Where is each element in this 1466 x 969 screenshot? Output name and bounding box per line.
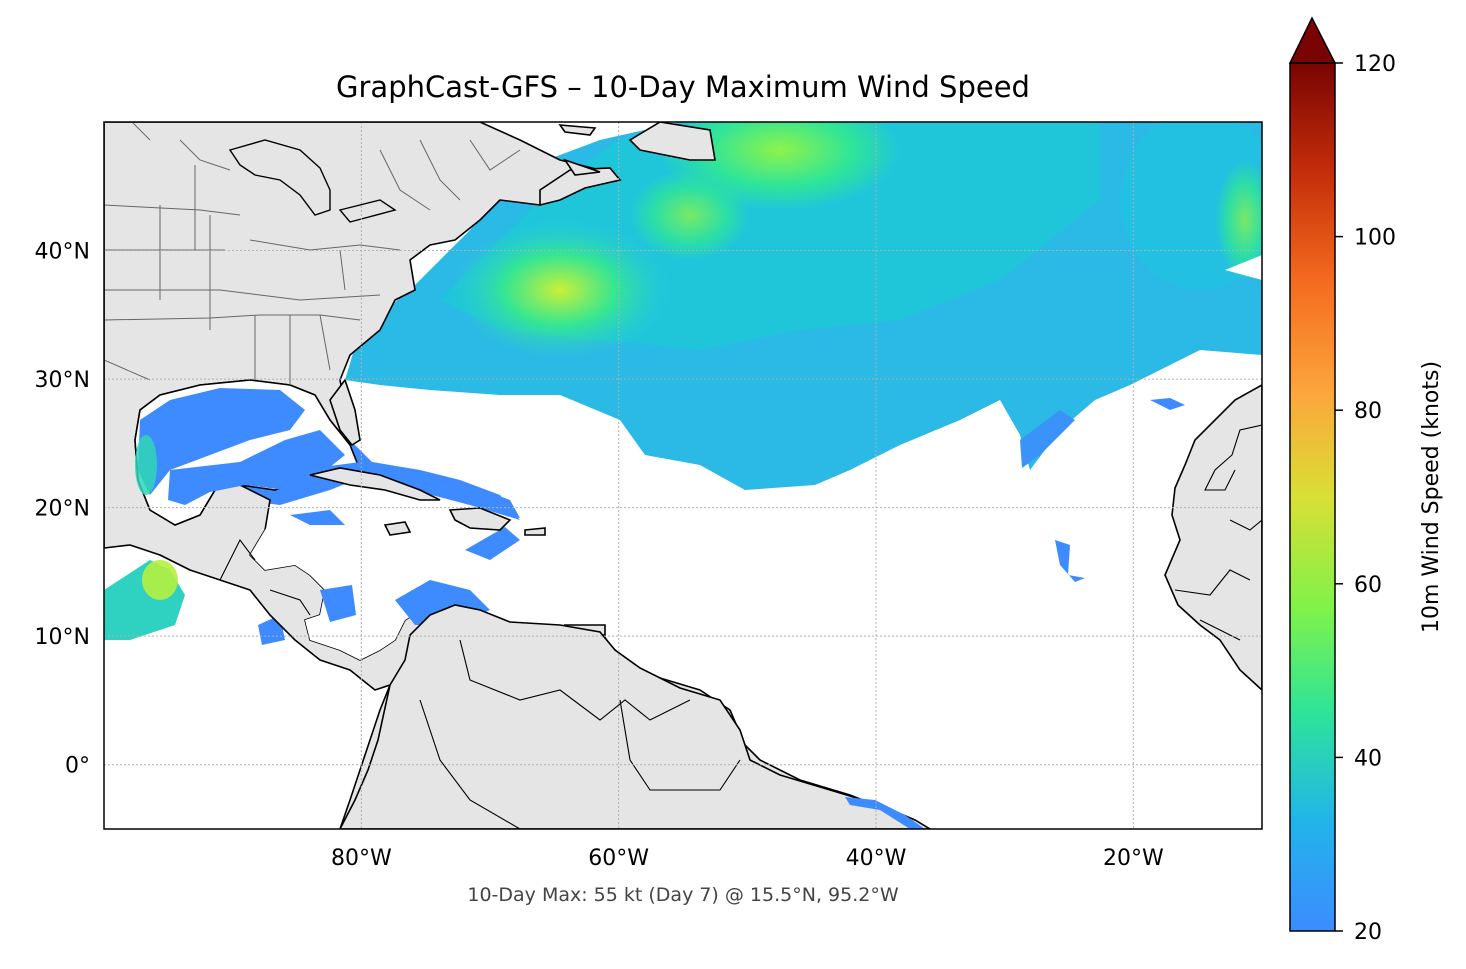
- latitude-ticks: 40°N 30°N 20°N 10°N 0°: [35, 240, 90, 779]
- colorbar-gradient: [1290, 63, 1335, 931]
- borders: [104, 122, 521, 385]
- africa: [1164, 384, 1262, 692]
- colorbar-ticks: 20 40 60 80 100 120: [1335, 52, 1396, 945]
- colorbar-tick-label: 80: [1354, 399, 1382, 424]
- gridlines: [104, 122, 1262, 829]
- map-panel: [104, 122, 1262, 829]
- map-title: GraphCast-GFS – 10-Day Maximum Wind Spee…: [336, 70, 1030, 104]
- lat-tick-label: 20°N: [35, 497, 90, 522]
- map-frame: [103, 121, 1263, 830]
- canada-maritimes: [539, 122, 716, 207]
- lon-tick-label: 20°W: [1103, 846, 1164, 871]
- lon-tick-label: 40°W: [846, 846, 907, 871]
- wind-field-north-atlantic: [345, 122, 1262, 490]
- colorbar-extend-arrow: [1288, 16, 1337, 64]
- colorbar-tick-label: 40: [1354, 746, 1382, 771]
- colorbar-tick-label: 120: [1354, 52, 1396, 77]
- lat-tick-label: 40°N: [35, 240, 90, 265]
- colorbar: 20 40 60 80 100 120 10m Wind Speed (knots): [1288, 16, 1444, 945]
- lat-tick-label: 30°N: [35, 368, 90, 393]
- south-america: [339, 604, 932, 829]
- longitude-ticks: 80°W 60°W 40°W 20°W: [331, 846, 1164, 871]
- colorbar-tick-label: 60: [1354, 573, 1382, 598]
- country-borders: [219, 424, 1262, 829]
- lon-tick-label: 60°W: [588, 846, 649, 871]
- colorbar-tick-label: 20: [1354, 920, 1382, 945]
- colorbar-tick-label: 100: [1354, 226, 1396, 251]
- colorbar-label: 10m Wind Speed (knots): [1419, 361, 1444, 633]
- colorbar-frame: [1289, 62, 1336, 932]
- max-wind-annotation: 10-Day Max: 55 kt (Day 7) @ 15.5°N, 95.2…: [467, 884, 899, 906]
- lat-tick-label: 0°: [65, 754, 90, 779]
- lon-tick-label: 80°W: [331, 846, 392, 871]
- lat-tick-label: 10°N: [35, 625, 90, 650]
- great-lakes: [228, 139, 397, 223]
